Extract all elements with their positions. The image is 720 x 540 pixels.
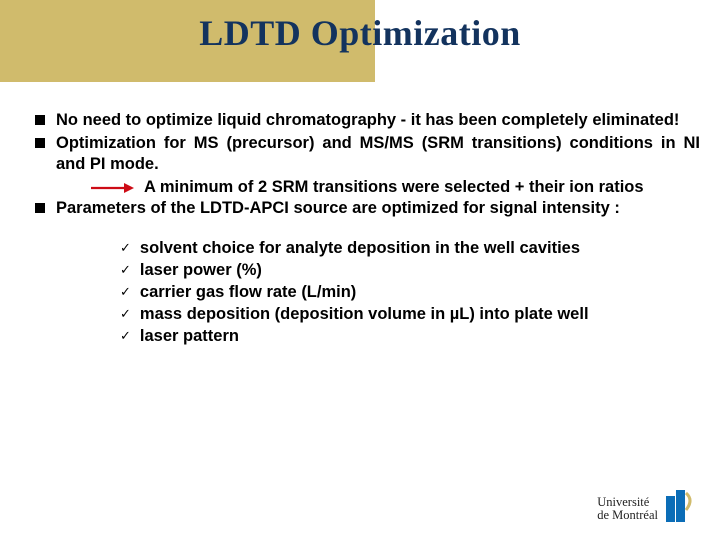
- check-icon: ✓: [120, 306, 131, 323]
- bullet-item: Optimization for MS (precursor) and MS/M…: [35, 133, 700, 175]
- check-text: mass deposition (deposition volume in µL…: [140, 304, 589, 325]
- check-list: ✓ solvent choice for analyte deposition …: [120, 238, 700, 348]
- check-item: ✓ laser pattern: [120, 326, 700, 347]
- bullet-item: Parameters of the LDTD-APCI source are o…: [35, 198, 700, 219]
- check-icon: ✓: [120, 284, 131, 301]
- arrow-sub-item: A minimum of 2 SRM transitions were sele…: [90, 177, 700, 198]
- check-text: laser pattern: [140, 326, 239, 347]
- bullet-text: No need to optimize liquid chromatograph…: [56, 110, 700, 131]
- bullet-item: No need to optimize liquid chromatograph…: [35, 110, 700, 131]
- check-item: ✓ carrier gas flow rate (L/min): [120, 282, 700, 303]
- square-bullet-icon: [35, 138, 45, 148]
- bullet-text: Optimization for MS (precursor) and MS/M…: [56, 133, 700, 175]
- bullet-text: Parameters of the LDTD-APCI source are o…: [56, 198, 700, 219]
- check-icon: ✓: [120, 328, 131, 345]
- check-item: ✓ solvent choice for analyte deposition …: [120, 238, 700, 259]
- check-item: ✓ laser power (%): [120, 260, 700, 281]
- check-icon: ✓: [120, 240, 131, 257]
- logo-text-line2: de Montréal: [597, 509, 658, 522]
- university-logo: Université de Montréal: [597, 490, 692, 522]
- logo-text: Université de Montréal: [597, 496, 658, 522]
- arrow-text: A minimum of 2 SRM transitions were sele…: [144, 177, 700, 198]
- check-text: solvent choice for analyte deposition in…: [140, 238, 580, 259]
- right-arrow-icon: [90, 182, 134, 194]
- check-icon: ✓: [120, 262, 131, 279]
- slide-title: LDTD Optimization: [0, 12, 720, 54]
- check-text: laser power (%): [140, 260, 262, 281]
- logo-text-line1: Université: [597, 496, 658, 509]
- check-text: carrier gas flow rate (L/min): [140, 282, 356, 303]
- square-bullet-icon: [35, 203, 45, 213]
- slide-content: No need to optimize liquid chromatograph…: [35, 110, 700, 348]
- logo-mark-icon: [666, 490, 692, 522]
- check-item: ✓ mass deposition (deposition volume in …: [120, 304, 700, 325]
- square-bullet-icon: [35, 115, 45, 125]
